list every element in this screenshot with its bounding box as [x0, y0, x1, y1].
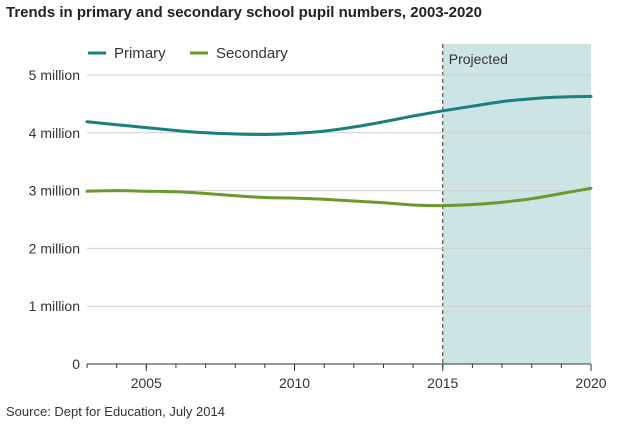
x-tick-label: 2020 — [575, 375, 606, 391]
chart-title: Trends in primary and secondary school p… — [6, 4, 482, 21]
y-tick-label: 2 million — [29, 240, 80, 256]
series-lines — [85, 94, 593, 208]
legend-label-secondary: Secondary — [216, 45, 288, 62]
y-tick-label: 4 million — [29, 125, 80, 141]
series-line-primary — [85, 94, 593, 137]
y-tick-label: 1 million — [29, 298, 80, 314]
x-tick-label: 2005 — [131, 375, 162, 391]
axes: 0 1 million 2 million 3 million 4 million 5 m… — [29, 67, 607, 391]
y-tick-label: 5 million — [29, 67, 80, 83]
legend: Primary Secondary — [88, 45, 288, 62]
x-tick-label: 2010 — [279, 375, 310, 391]
legend-label-primary: Primary — [114, 45, 166, 62]
y-tick-label: 3 million — [29, 183, 80, 199]
y-tick-label: 0 — [72, 356, 80, 372]
projected-label: Projected — [449, 51, 508, 67]
series-line-secondary — [85, 186, 593, 208]
x-tick-label: 2015 — [427, 375, 458, 391]
source-note: Source: Dept for Education, July 2014 — [6, 404, 225, 419]
